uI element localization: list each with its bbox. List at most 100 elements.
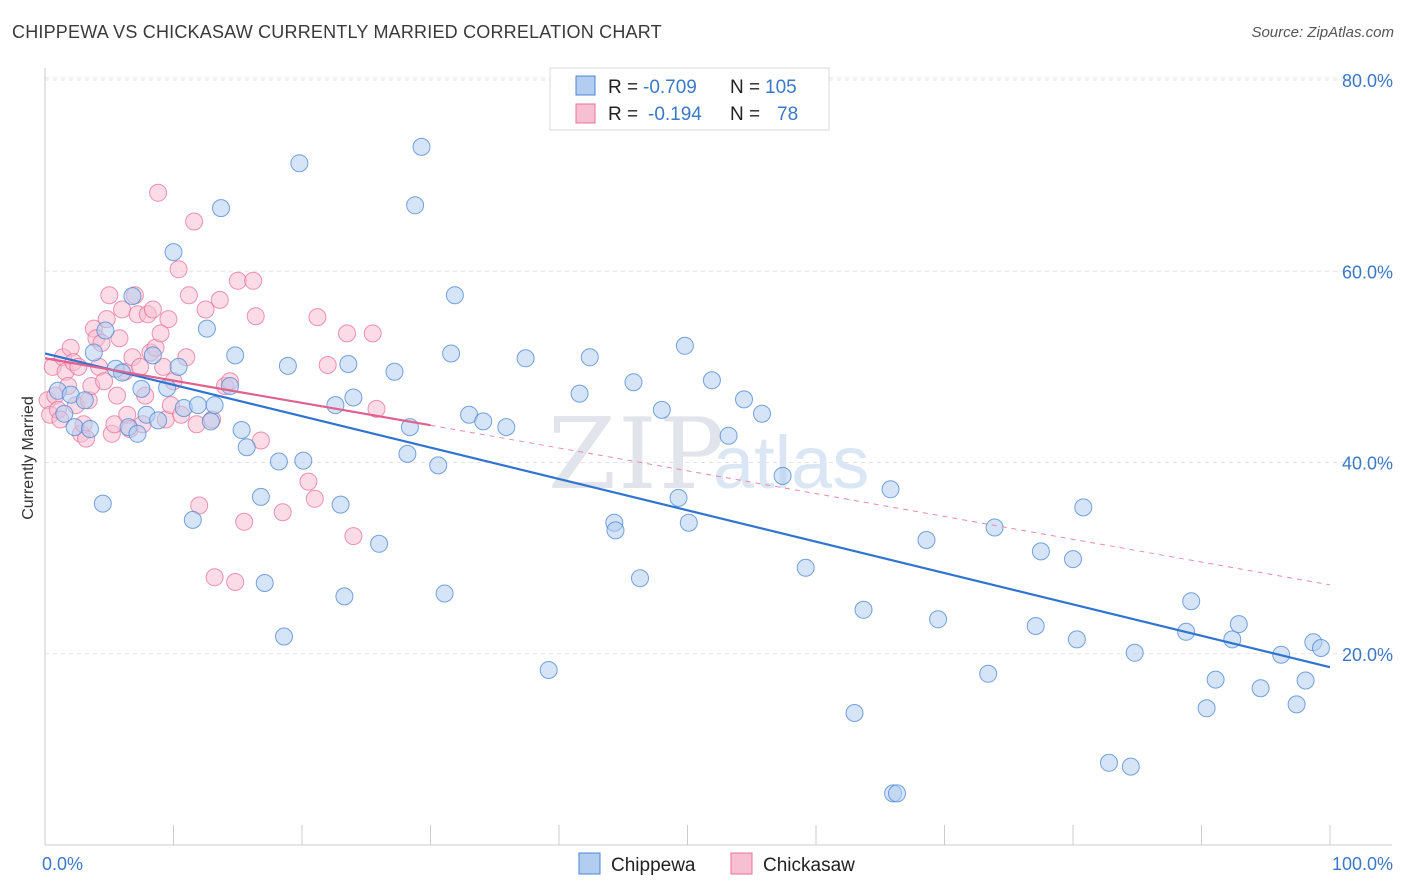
- chickasaw-point: [100, 286, 119, 305]
- chippewa-point: [929, 610, 948, 629]
- chippewa-trend-line: [44, 352, 1331, 669]
- legend-r-value-2: -0.194: [648, 104, 702, 125]
- y-axis-label: Currently Married: [20, 396, 37, 520]
- chippewa-point: [197, 319, 216, 338]
- chippewa-point: [516, 349, 535, 368]
- y-tick-label: 20.0%: [1342, 645, 1393, 665]
- chippewa-point: [773, 466, 792, 485]
- chippewa-point: [1121, 757, 1140, 776]
- chippewa-point: [370, 534, 389, 553]
- chickasaw-point: [196, 300, 215, 319]
- trend-lines: [44, 352, 1331, 669]
- chippewa-point: [1287, 695, 1306, 714]
- chippewa-point: [75, 391, 94, 410]
- chickasaw-point: [226, 573, 245, 591]
- bottom-legend-swatch-chippewa: [578, 852, 601, 875]
- chippewa-point: [183, 510, 202, 529]
- chippewa-point: [55, 404, 74, 423]
- chippewa-point: [796, 558, 815, 577]
- chippewa-point: [888, 784, 906, 803]
- bottom-legend-label-chippewa: Chippewa: [611, 855, 696, 876]
- chickasaw-point: [244, 271, 263, 290]
- legend-n-label-1: N =: [730, 77, 760, 98]
- chickasaw-point: [367, 399, 386, 418]
- chickasaw-point: [344, 527, 363, 546]
- legend-r-value-1: -0.709: [643, 77, 697, 98]
- chippewa-point: [205, 396, 224, 415]
- chippewa-point: [702, 371, 721, 390]
- chippewa-point: [84, 343, 103, 362]
- chickasaw-point: [108, 386, 126, 405]
- chickasaw-point: [305, 489, 324, 508]
- legend-swatch-chickasaw: [575, 103, 596, 124]
- chickasaw-trend-extension: [430, 424, 1331, 586]
- chickasaw-point: [363, 324, 382, 343]
- chippewa-point: [65, 418, 84, 437]
- chippewa-point: [344, 388, 363, 407]
- chippewa-point: [570, 384, 589, 403]
- chippewa-point: [212, 199, 230, 218]
- series-legend: Chippewa Chickasaw: [578, 852, 855, 876]
- bottom-legend-label-chickasaw: Chickasaw: [763, 855, 855, 876]
- chickasaw-trend-line: [44, 357, 431, 427]
- chickasaw-point: [149, 183, 168, 202]
- chippewa-point: [226, 346, 245, 365]
- chippewa-point: [606, 521, 625, 540]
- chippewa-point: [719, 426, 738, 445]
- legend-n-value-1: 105: [765, 77, 797, 98]
- chippewa-point: [881, 480, 900, 499]
- chickasaw-point: [185, 212, 204, 231]
- chippewa-point: [1031, 542, 1050, 561]
- chippewa-point: [1197, 699, 1216, 718]
- chippewa-point: [1296, 671, 1315, 690]
- chippewa-point: [497, 418, 516, 437]
- chippewa-point: [1182, 592, 1201, 611]
- chippewa-point: [1229, 615, 1248, 634]
- chippewa-point: [398, 444, 417, 463]
- y-tick-label: 40.0%: [1342, 454, 1393, 474]
- chickasaw-point: [143, 300, 162, 319]
- source-note: Source: ZipAtlas.com: [1251, 24, 1394, 41]
- chippewa-point: [854, 600, 873, 619]
- chickasaw-point: [179, 286, 198, 305]
- chickasaw-point: [246, 307, 265, 326]
- chippewa-point: [123, 287, 142, 306]
- chippewa-point: [143, 346, 162, 365]
- chickasaw-point: [273, 503, 292, 522]
- chippewa-point: [93, 494, 112, 513]
- chickasaw-point: [205, 568, 224, 587]
- chickasaw-point: [338, 324, 356, 343]
- chippewa-point: [1074, 498, 1093, 517]
- watermark-zip: ZIP: [548, 398, 727, 512]
- chippewa-point: [294, 451, 313, 470]
- chippewa-point: [128, 424, 147, 443]
- chickasaw-point: [299, 472, 318, 491]
- chickasaw-point: [159, 310, 178, 329]
- chippewa-point: [331, 495, 350, 514]
- chippewa-point: [652, 400, 671, 419]
- chippewa-point: [164, 243, 183, 262]
- chippewa-point: [1067, 630, 1086, 649]
- chickasaw-point: [151, 324, 170, 343]
- chippewa-point: [412, 137, 431, 156]
- y-tick-label: 80.0%: [1342, 71, 1393, 91]
- chippewa-point: [1251, 679, 1270, 698]
- chickasaw-point: [235, 512, 254, 531]
- chippewa-point: [269, 452, 288, 471]
- chickasaw-point: [210, 290, 229, 309]
- chippewa-point: [845, 704, 864, 722]
- chippewa-point: [442, 344, 461, 363]
- legend-box: [549, 67, 830, 131]
- chippewa-point: [385, 362, 404, 381]
- watermark-atlas: atlas: [713, 421, 869, 504]
- chippewa-point: [275, 627, 293, 646]
- chippewa-point: [985, 518, 1004, 537]
- chickasaw-point: [169, 260, 188, 279]
- chippewa-point: [201, 412, 220, 431]
- chippewa-point: [445, 286, 464, 305]
- chippewa-point: [735, 390, 753, 409]
- legend-r-label-2: R =: [608, 104, 638, 125]
- legend-n-label-2: N =: [730, 104, 760, 125]
- chippewa-point: [335, 587, 354, 606]
